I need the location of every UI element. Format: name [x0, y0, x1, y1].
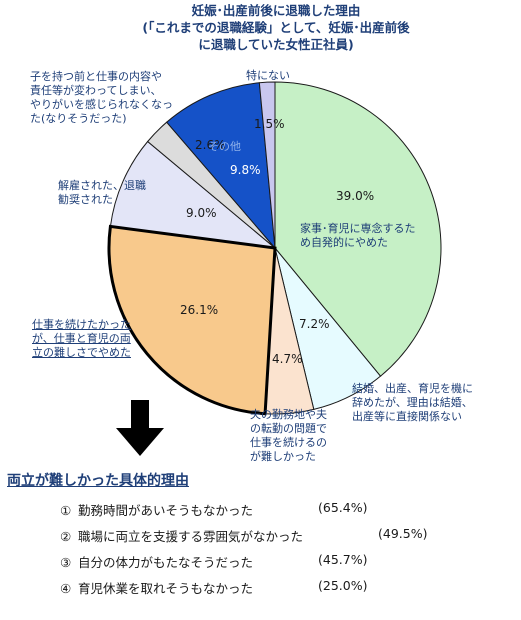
- reason-number: ②: [60, 529, 72, 544]
- reason-text: 自分の体力がもたなそうだった: [78, 555, 254, 570]
- reason-value: (49.5%): [378, 526, 428, 541]
- pie-slice-3: [108, 225, 276, 415]
- reason-list: ① 勤務時間があいそうもなかった (65.4%) ② 職場に両立を支援する雰囲気がな…: [60, 500, 427, 604]
- pct-label-6: 9.8%: [230, 163, 261, 177]
- chart-title-line-3: に退職していた女性正社員): [198, 37, 354, 52]
- reason-text: 育児休業を取れそうもなかった: [78, 581, 254, 596]
- category-label-3: 仕事を続けたかった が、仕事と育児の両 立の難しさでやめた: [32, 318, 131, 359]
- pct-label-2: 4.7%: [272, 352, 303, 366]
- pct-label-3: 26.1%: [180, 303, 219, 317]
- pct-label-4: 9.0%: [186, 206, 217, 220]
- reason-item: ③ 自分の体力がもたなそうだった (45.7%): [60, 552, 367, 578]
- chart-title-line-1: 妊娠･出産前後に退職した理由: [191, 3, 361, 18]
- pct-label-0: 39.0%: [336, 189, 375, 203]
- reason-text: 勤務時間があいそうもなかった: [78, 503, 254, 518]
- reason-value: (45.7%): [318, 552, 368, 567]
- category-label-2: 夫の勤務地や夫 の転勤の問題で 仕事を続けるの が難しかった: [250, 408, 327, 463]
- category-label-7: 特にない: [246, 69, 290, 82]
- reason-item: ① 勤務時間があいそうもなかった (65.4%): [60, 500, 367, 526]
- pie-slice-6: [166, 82, 276, 250]
- pie-slice-0: [274, 81, 442, 377]
- down-arrow-icon: [116, 400, 164, 456]
- reason-number: ③: [60, 555, 72, 570]
- reason-item: ④ 育児休業を取れそうもなかった (25.0%): [60, 578, 367, 604]
- category-label-0: 家事･育児に専念するた め自発的にやめた: [300, 222, 416, 249]
- category-label-6: その他: [208, 140, 241, 153]
- reason-item: ② 職場に両立を支援する雰囲気がなかった (49.5%): [60, 526, 427, 552]
- pie-slice-4: [109, 140, 277, 249]
- reason-number: ①: [60, 503, 72, 518]
- pie-slice-emphasis-outline: [107, 224, 277, 416]
- pie-slice-7: [258, 81, 276, 249]
- chart-title: 妊娠･出産前後に退職した理由 (「これまでの退職経験」として、妊娠･出産前後 に…: [96, 2, 456, 53]
- category-label-1: 結婚、出産、育児を機に 辞めたが、理由は結婚、 出産等に直接関係ない: [352, 382, 473, 423]
- reason-value: (25.0%): [318, 578, 368, 593]
- reason-value: (65.4%): [318, 500, 368, 515]
- section-subtitle: 両立が難しかった具体的理由: [7, 473, 189, 489]
- pct-label-7: 1.5%: [254, 117, 285, 131]
- pct-label-1: 7.2%: [299, 317, 330, 331]
- pct-label-5: 2.6%: [195, 138, 226, 152]
- reason-text: 職場に両立を支援する雰囲気がなかった: [78, 529, 304, 544]
- reason-number: ④: [60, 581, 72, 596]
- category-label-5: 子を持つ前と仕事の内容や 責任等が変わってしまい、 やりがいを感じられなくなっ …: [30, 70, 173, 125]
- category-label-4: 解雇された、退職 勧奨された: [58, 179, 146, 206]
- pie-chart: [107, 81, 442, 416]
- chart-title-line-2: (「これまでの退職経験」として、妊娠･出産前後: [142, 20, 410, 35]
